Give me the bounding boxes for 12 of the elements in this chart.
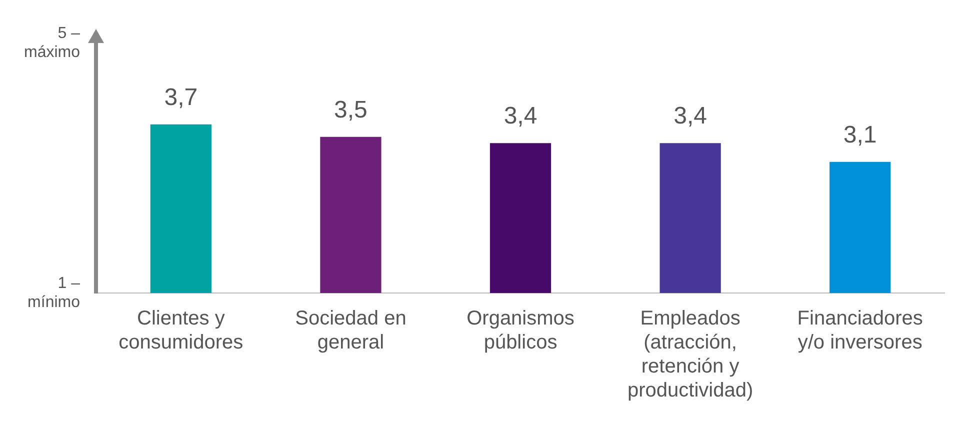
- y-tick-label: 5 – máximo: [24, 25, 80, 62]
- x-tick-label: Sociedad en general: [295, 308, 406, 354]
- data-label: 3,1: [843, 121, 877, 148]
- x-tick-label: Financiadores y/o inversores: [797, 308, 923, 354]
- data-label: 3,7: [164, 84, 198, 112]
- x-tick-label: Organismos públicos: [466, 308, 574, 354]
- data-label: 3,4: [674, 102, 707, 130]
- data-label: 3,4: [504, 102, 538, 130]
- y-tick-label: 1 – mínimo: [28, 274, 80, 312]
- x-tick-label: Empleados (atracción, retención y productividad): [627, 308, 754, 402]
- x-tick-label: Clientes y consumidores: [118, 308, 244, 354]
- data-label: 3,5: [334, 96, 368, 124]
